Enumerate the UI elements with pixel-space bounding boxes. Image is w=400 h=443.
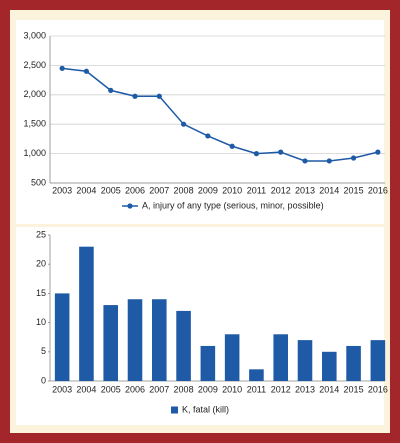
legend-label: K, fatal (kill) (182, 404, 229, 414)
x-tick-label: 2012 (271, 185, 291, 195)
bar (54, 293, 70, 381)
x-tick-label: 2014 (319, 185, 339, 195)
x-tick-label: 2010 (222, 185, 242, 195)
x-tick-label: 2006 (125, 185, 145, 195)
point (132, 93, 138, 99)
x-tick-label: 2006 (125, 384, 145, 394)
line (62, 67, 379, 162)
point (278, 149, 284, 155)
point (302, 158, 308, 164)
bar (249, 369, 264, 381)
point (350, 155, 357, 161)
x-tick-label: 2007 (149, 185, 169, 195)
x-tick-label: 2011 (247, 185, 266, 195)
point (156, 93, 162, 99)
y-tick-label: 1,500 (23, 119, 46, 129)
bar (297, 340, 313, 381)
y-tick-label: 0 (41, 375, 46, 385)
legend-marker (127, 203, 133, 209)
x-tick-label: 2004 (76, 384, 96, 394)
y-tick-label: 5 (41, 346, 46, 356)
x-tick-label: 2015 (344, 185, 364, 195)
point (326, 158, 332, 164)
x-tick-label: 2005 (101, 384, 121, 394)
x-tick-label: 2016 (368, 185, 388, 195)
bar (224, 334, 240, 381)
point (253, 151, 260, 157)
x-tick-label: 2009 (198, 384, 218, 394)
bar (103, 305, 118, 381)
bar (79, 246, 94, 381)
bar (200, 345, 216, 381)
x-tick-label: 2003 (52, 384, 72, 394)
y-tick-label: 15 (36, 288, 46, 298)
bar (176, 310, 191, 381)
x-tick-label: 2013 (295, 185, 315, 195)
x-tick-label: 2016 (368, 384, 388, 394)
x-tick-label: 2007 (149, 384, 169, 394)
y-tick-label: 500 (31, 177, 46, 187)
legend-marker (171, 406, 178, 414)
point (83, 68, 90, 74)
bar (273, 334, 288, 381)
bar (322, 351, 337, 381)
y-tick-label: 25 (36, 229, 46, 239)
point (375, 149, 381, 155)
x-tick-label: 2014 (319, 384, 339, 394)
x-tick-label: 2004 (76, 185, 96, 195)
x-tick-label: 2008 (174, 384, 194, 394)
bar (152, 299, 167, 381)
x-tick-label: 2008 (174, 185, 194, 195)
y-tick-label: 2,000 (23, 89, 46, 99)
x-tick-label: 2010 (222, 384, 242, 394)
y-tick-label: 1,000 (23, 148, 46, 158)
x-tick-label: 2015 (344, 384, 364, 394)
x-tick-label: 2013 (295, 384, 315, 394)
panel (16, 20, 384, 224)
x-tick-label: 2009 (198, 185, 218, 195)
panel (16, 227, 384, 425)
x-tick-label: 2011 (247, 384, 266, 394)
legend-label: A, injury of any type (serious, minor, p… (142, 200, 324, 210)
point (59, 65, 65, 71)
point (229, 143, 235, 149)
point (108, 87, 114, 93)
point (205, 133, 211, 139)
point (180, 121, 187, 127)
bar (346, 345, 361, 381)
y-tick-label: 2,500 (23, 60, 46, 70)
x-tick-label: 2003 (52, 185, 72, 195)
y-tick-label: 20 (36, 259, 46, 269)
bar (370, 340, 386, 381)
x-tick-label: 2012 (271, 384, 291, 394)
y-tick-label: 3,000 (23, 30, 46, 40)
bar (127, 299, 143, 381)
x-tick-label: 2005 (101, 185, 121, 195)
y-tick-label: 10 (36, 317, 46, 327)
